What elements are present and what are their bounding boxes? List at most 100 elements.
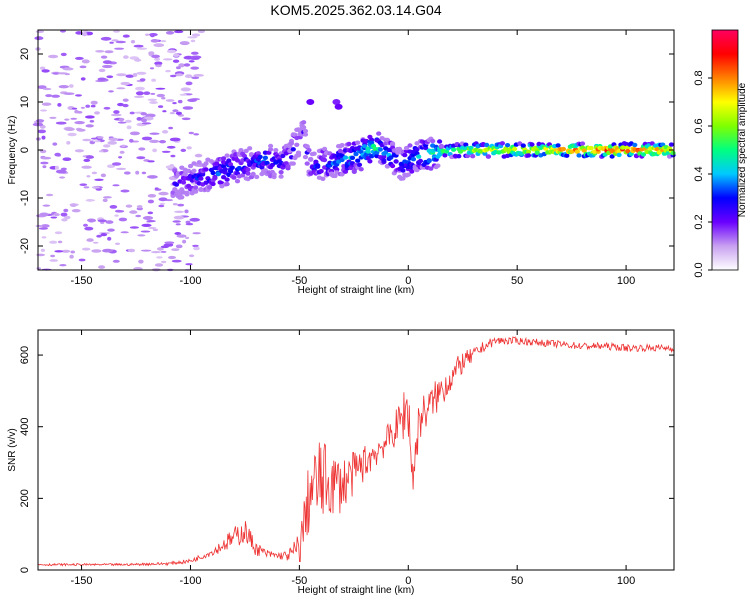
spectrogram-noise-cell <box>136 71 147 75</box>
spectrogram-noise-cell <box>90 100 98 105</box>
colorbar-ticks: 0.0 0.2 0.4 0.6 0.8 <box>693 70 712 278</box>
spectrogram-noise-cell <box>41 69 50 73</box>
spectrogram-noise-cell <box>191 33 201 37</box>
x-tick-label: 50 <box>511 575 523 587</box>
spectrogram-noise-cell <box>161 260 167 264</box>
spectrogram-noise-cell <box>192 244 199 248</box>
spectrogram-noise-cell <box>103 106 111 110</box>
spectrogram-noise-cell <box>39 66 46 70</box>
spectrogram-noise-cell <box>64 127 75 131</box>
spectrogram-noise-cell <box>42 204 51 207</box>
spectrogram-noise-cell <box>130 40 136 44</box>
spectrogram-noise-cell <box>49 240 58 244</box>
spectrogram-noise-cell <box>102 248 113 253</box>
spectrogram-x-ticks: -150 -100 -50 0 50 100 <box>71 30 635 287</box>
spectrogram-noise-cell <box>156 93 165 98</box>
spectrogram-ridge-cell <box>255 151 261 156</box>
spectrogram-noise-cell <box>114 47 125 50</box>
spectrogram-ridge-cell <box>349 155 356 160</box>
spectrogram-noise-cell <box>160 40 167 43</box>
spectrogram-ridge-cell <box>221 175 227 180</box>
spectrogram-noise-cell <box>147 211 154 215</box>
spectrogram-ridge-cell <box>271 172 277 177</box>
spectrogram-ridge-cell <box>579 141 586 146</box>
spectrogram-ridge-cell <box>409 169 415 174</box>
spectrogram-noise-cell <box>41 236 47 239</box>
spectrogram-noise-cell <box>184 209 189 214</box>
spectrogram-noise-cell <box>121 144 126 148</box>
spectrogram-noise-cell <box>89 120 95 123</box>
spectrogram-ridge-cell <box>438 143 444 149</box>
x-tick-label: -150 <box>71 275 93 287</box>
spectrogram-noise-cell <box>176 234 187 238</box>
spectrogram-ridge-cell <box>520 143 526 148</box>
spectrogram-ridge-cell <box>588 145 594 151</box>
spectrogram-ridge-cell <box>468 145 474 151</box>
spectrogram-noise-cell <box>41 135 46 140</box>
spectrogram-ridge-cell <box>484 142 490 148</box>
spectrogram-ridge-cell <box>227 169 234 174</box>
spectrogram-noise-cell <box>54 231 63 235</box>
spectrogram-noise-cell <box>141 223 152 227</box>
spectrogram-noise-cell <box>55 121 67 125</box>
spectrogram-noise-cell <box>166 49 177 54</box>
spectrogram-noise-cell <box>132 73 138 77</box>
spectrogram-noise-cell <box>118 217 128 222</box>
spectrogram-ridge-cell <box>234 158 241 163</box>
spectrogram-noise-cell <box>59 176 66 179</box>
spectrogram-noise-cell <box>83 223 88 227</box>
spectrogram-noise-cell <box>83 158 91 162</box>
spectrogram-noise-cell <box>159 140 166 144</box>
spectrogram-noise-cell <box>165 69 171 73</box>
spectrogram-noise-cell <box>102 60 112 64</box>
spectrogram-noise-cell <box>123 171 131 175</box>
spectrogram-noise-cell <box>75 31 83 35</box>
spectrogram-ridge-cell <box>353 151 359 157</box>
spectrogram-ridge-cell <box>365 149 371 154</box>
spectrogram-ridge-cell <box>322 157 328 163</box>
spectrogram-ridge-cell <box>308 156 314 162</box>
spectrogram-noise-cell <box>135 91 144 96</box>
spectrogram-ridge-cell <box>670 150 676 156</box>
spectrogram-ridge-cell <box>505 143 511 148</box>
spectrogram-noise-cell <box>70 203 77 208</box>
spectrogram-ridge-cell <box>198 176 204 181</box>
spectrogram-noise-cell <box>45 94 53 98</box>
spectrogram-noise-cell <box>175 244 183 249</box>
spectrogram-noise-cell <box>159 202 166 205</box>
spectrogram-noise-cell <box>160 245 169 249</box>
spectrogram-ridge-cell <box>390 141 396 146</box>
spectrogram-noise-cell <box>34 36 44 41</box>
spectrogram-noise-cell <box>161 97 166 100</box>
spectrogram-noise-cell <box>162 58 173 61</box>
spectrogram-noise-cell <box>136 117 143 121</box>
spectrogram-noise-cell <box>141 171 147 175</box>
spectrogram-noise-cell <box>39 212 49 217</box>
spectrogram-noise-cell <box>190 66 200 70</box>
spectrogram-ridge-cell <box>414 167 420 173</box>
spectrogram-noise-cell <box>92 241 99 244</box>
spectrogram-noise-cell <box>189 254 195 258</box>
spectrogram-noise-cell <box>164 241 175 244</box>
spectrogram-noise-cell <box>49 259 59 262</box>
spectrogram-ridge-cell <box>203 161 209 166</box>
spectrogram-noise-cell <box>133 95 145 99</box>
spectrogram-ridge-cell <box>426 158 432 164</box>
spectrogram-ridge-cell <box>278 170 284 175</box>
spectrogram-noise-cell <box>78 258 86 262</box>
spectrogram-ridge-cell <box>207 185 213 190</box>
spectrogram-noise-cell <box>158 105 164 108</box>
spectrogram-noise-cell <box>157 247 164 251</box>
spectrogram-noise-cell <box>58 85 69 89</box>
spectrogram-noise-cell <box>74 149 84 153</box>
spectrogram-ridge-cell <box>247 146 253 151</box>
spectrogram-noise-cell <box>116 87 126 90</box>
spectrogram-ridge-cell <box>346 141 352 147</box>
spectrogram-noise-cell <box>55 169 67 174</box>
spectrogram-noise-cell <box>107 141 117 145</box>
spectrogram-noise-cell <box>37 129 46 134</box>
spectrogram-ridge-cell <box>180 180 187 185</box>
colorbar-tick-label: 0.0 <box>693 262 705 277</box>
spectrogram-ridge-cell <box>574 149 580 154</box>
x-tick-label: -100 <box>179 275 201 287</box>
